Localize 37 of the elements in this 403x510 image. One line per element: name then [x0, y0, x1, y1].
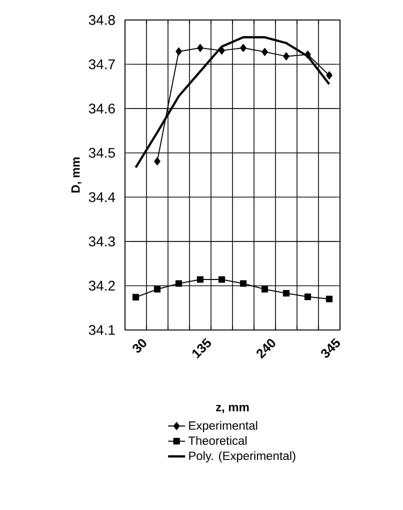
y-tick-label: 34.2 [88, 280, 115, 291]
point [283, 52, 290, 60]
point [175, 280, 182, 287]
point [132, 294, 140, 301]
point [240, 44, 246, 52]
legend-label: Theoretical [188, 436, 247, 445]
line-series [134, 36, 330, 169]
point [282, 290, 290, 297]
point [176, 47, 182, 56]
y-tick-label: 34.7 [88, 59, 115, 70]
y-tick-label: 34.4 [88, 192, 116, 202]
x-tick-label: 240 [256, 339, 276, 359]
point [326, 71, 332, 80]
point [326, 296, 333, 302]
point [196, 276, 204, 283]
x-axis-title: z, mm [216, 404, 249, 414]
point [240, 280, 247, 287]
point [218, 46, 225, 55]
y-tick-label: 34.6 [88, 104, 115, 114]
point [304, 50, 311, 59]
y-tick-label: 34.3 [88, 236, 115, 246]
point [154, 157, 160, 166]
y-tick-label: 34.1 [88, 325, 115, 335]
y-axis-title: D, mm [71, 157, 82, 192]
y-tick-label: 34.8 [88, 15, 115, 25]
point [261, 286, 268, 293]
point [197, 44, 204, 52]
x-tick-label: 135 [192, 338, 211, 358]
legend-label: Experimental [189, 420, 258, 432]
point [304, 293, 312, 300]
point [262, 48, 268, 56]
legend-label: Poly. (Experimental) [189, 451, 296, 462]
y-tick-label: 34.5 [88, 148, 115, 158]
x-tick-label: 345 [321, 338, 340, 358]
point [218, 276, 226, 283]
point [154, 286, 161, 293]
x-tick-label: 30 [132, 339, 146, 353]
